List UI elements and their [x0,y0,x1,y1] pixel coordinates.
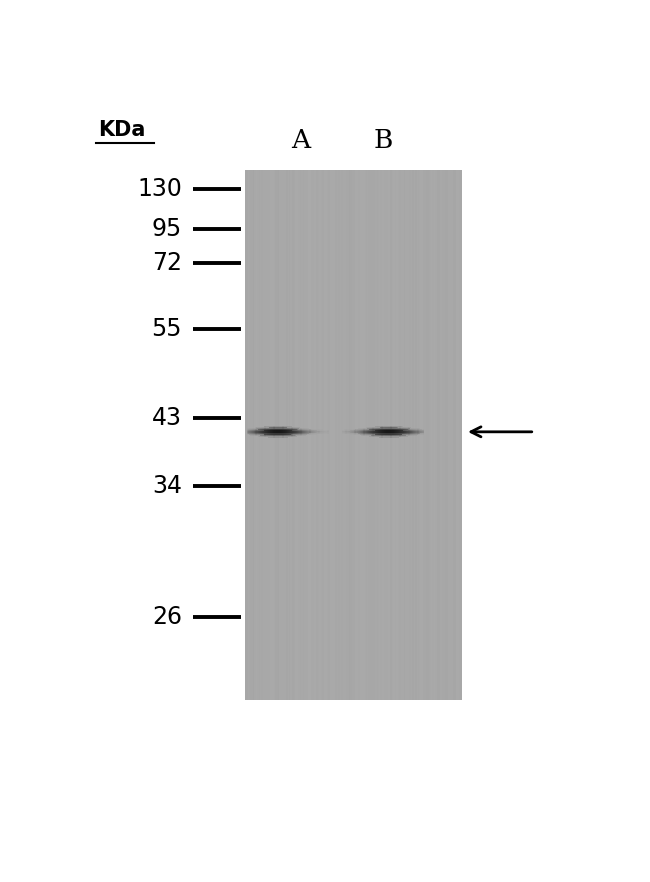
Bar [396,170,398,700]
Bar [355,170,358,700]
Text: KDa: KDa [98,120,145,139]
Bar [401,170,404,700]
Bar [393,170,395,700]
Bar [245,170,462,700]
Bar [365,170,367,700]
Bar [275,170,279,700]
Bar [283,170,287,700]
Bar [306,170,308,700]
Bar [429,170,430,700]
Bar [327,170,330,700]
Bar [412,170,414,700]
Bar [250,170,254,700]
Bar [390,170,392,700]
Bar [415,170,417,700]
Bar [437,170,439,700]
Bar [259,170,261,700]
Text: 72: 72 [152,251,182,275]
Bar [439,170,443,700]
Bar [349,170,352,700]
Bar [352,170,355,700]
Bar [330,170,333,700]
Bar [358,170,359,700]
Bar [360,170,363,700]
Bar [445,170,448,700]
Bar [272,170,274,700]
Bar [387,170,391,700]
Bar [462,170,464,700]
Bar [410,170,411,700]
Bar [363,170,365,700]
Bar [421,170,423,700]
Bar [335,170,337,700]
Bar [369,170,370,700]
Bar [278,170,279,700]
Bar [407,170,410,700]
Bar [398,170,401,700]
Bar [324,170,328,700]
Bar [404,170,406,700]
Bar [292,170,295,700]
Bar [338,170,341,700]
Bar [376,170,378,700]
Bar [374,170,376,700]
Bar [418,170,419,700]
Bar [434,170,436,700]
Text: 95: 95 [151,218,182,242]
Bar [311,170,314,700]
Bar [459,170,462,700]
Bar [385,170,388,700]
Bar [289,170,291,700]
Bar [256,170,257,700]
Bar [341,170,343,700]
Bar [322,170,324,700]
Bar [294,170,298,700]
Bar [313,170,317,700]
Text: 26: 26 [152,604,182,629]
Bar [346,170,350,700]
Bar [443,170,445,700]
Bar [286,170,288,700]
Bar [456,170,458,700]
Bar [248,170,249,700]
Bar [333,170,335,700]
Bar [281,170,282,700]
Text: 130: 130 [137,176,182,201]
Bar [344,170,345,700]
Text: B: B [374,129,393,153]
Text: 55: 55 [151,317,182,340]
Bar [426,170,429,700]
Bar [317,170,318,700]
Bar [453,170,456,700]
Bar [448,170,450,700]
Bar [302,170,304,700]
Bar [245,170,248,700]
Bar [319,170,321,700]
Bar [264,170,266,700]
Bar [308,170,311,700]
Bar [297,170,298,700]
Bar [371,170,374,700]
Text: A: A [291,129,310,153]
Text: 43: 43 [152,407,182,430]
Bar [270,170,272,700]
Bar [261,170,263,700]
Bar [267,170,270,700]
Bar [450,170,454,700]
Bar [423,170,426,700]
Bar [300,170,302,700]
Bar [382,170,384,700]
Text: 34: 34 [152,475,182,498]
